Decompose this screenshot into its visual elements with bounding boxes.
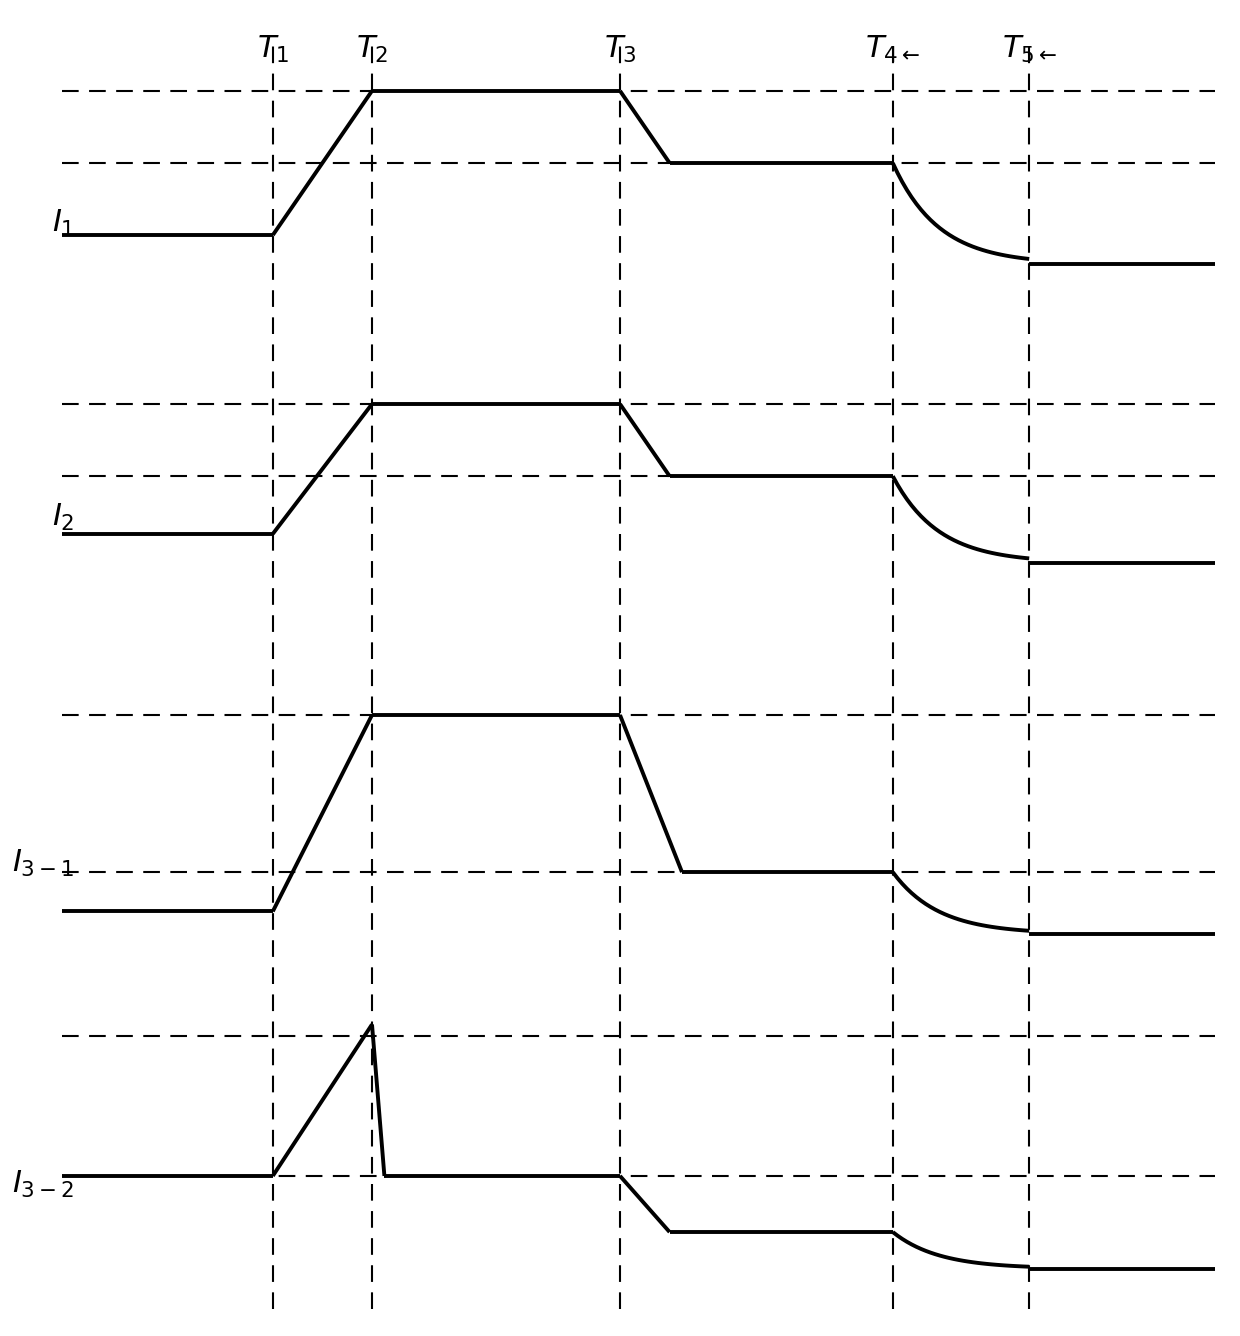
- Text: $I_2$: $I_2$: [52, 501, 74, 533]
- Text: $I_1$: $I_1$: [52, 207, 74, 239]
- Text: $T_{5\leftarrow}$: $T_{5\leftarrow}$: [1002, 33, 1056, 64]
- Text: $T_{4\leftarrow}$: $T_{4\leftarrow}$: [866, 33, 920, 64]
- Text: $I_{3-1}$: $I_{3-1}$: [12, 848, 74, 879]
- Text: $T_3$: $T_3$: [604, 33, 636, 64]
- Text: $T_1$: $T_1$: [257, 33, 289, 64]
- Text: $T_2$: $T_2$: [356, 33, 388, 64]
- Text: $I_{3-2}$: $I_{3-2}$: [12, 1169, 74, 1200]
